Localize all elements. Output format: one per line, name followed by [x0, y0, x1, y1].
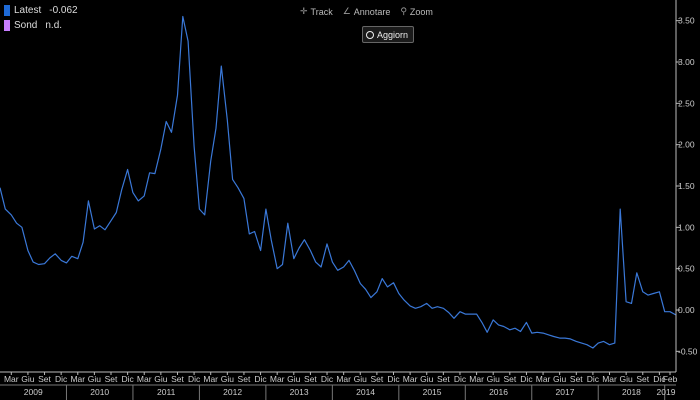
y-tick-label: -0.50 [678, 346, 698, 356]
x-year-label: 2012 [223, 387, 242, 397]
x-month-label: Mar [70, 374, 85, 384]
x-month-label: Mar [137, 374, 152, 384]
x-month-label: Set [38, 374, 51, 384]
x-month-label: Giu [487, 374, 501, 384]
x-month-label: Dic [520, 374, 533, 384]
legend-swatch-sond [4, 20, 10, 31]
x-month-label: Giu [154, 374, 168, 384]
pencil-icon: ∠ [342, 6, 351, 16]
x-month-label: Giu [287, 374, 301, 384]
x-month-label: Set [304, 374, 317, 384]
x-month-label: Dic [121, 374, 134, 384]
magnifier-icon: ⚲ [400, 6, 407, 16]
x-year-label: 2017 [556, 387, 575, 397]
x-month-label: Set [437, 374, 450, 384]
x-year-label: 2010 [90, 387, 109, 397]
x-axis: Mar Giu Set Dic Mar Giu Set Dic Mar Giu Set Dic Mar G… [0, 371, 678, 400]
update-button[interactable]: Aggiorn [362, 26, 415, 43]
x-month-label: Set [238, 374, 251, 384]
x-month-label: Mar [336, 374, 351, 384]
zoom-button[interactable]: ⚲ Zoom [400, 6, 433, 17]
track-button[interactable]: ✛ Track [300, 6, 333, 17]
chart-toolbar: ✛ Track ∠ Annotare ⚲ Zoom [300, 6, 433, 17]
x-month-label: Mar [403, 374, 418, 384]
x-year-label: 2015 [423, 387, 442, 397]
x-month-label: Set [636, 374, 649, 384]
x-year-label: 2014 [356, 387, 375, 397]
y-tick-label: 1.50 [678, 181, 695, 191]
legend-value-sond: n.d. [45, 20, 63, 31]
x-month-label: Set [570, 374, 583, 384]
y-tick-label: 2.00 [678, 140, 695, 150]
x-month-label: Feb [663, 374, 678, 384]
legend-label-latest: Latest [14, 5, 42, 16]
plot-area [0, 15, 677, 349]
legend-swatch-latest [4, 5, 10, 16]
y-tick-label: 1.00 [678, 222, 695, 232]
track-label: Track [310, 6, 333, 17]
x-month-label: Dic [55, 374, 68, 384]
x-month-label: Giu [620, 374, 634, 384]
y-tick-label: 2.50 [678, 98, 695, 108]
x-year-label: 2011 [157, 387, 176, 397]
x-month-label: Giu [354, 374, 368, 384]
x-month-label: Set [503, 374, 516, 384]
x-month-label: Mar [469, 374, 484, 384]
x-month-label: Mar [270, 374, 285, 384]
x-month-label: Dic [188, 374, 201, 384]
x-month-label: Set [371, 374, 384, 384]
refresh-circle-icon [366, 30, 374, 39]
legend-value-latest: -0.062 [49, 5, 78, 16]
x-month-label: Mar [4, 374, 19, 384]
x-year-label: 2019 [657, 387, 676, 397]
x-month-label: Set [171, 374, 184, 384]
x-year-label: 2018 [622, 387, 641, 397]
x-month-label: Mar [602, 374, 617, 384]
legend-item-latest[interactable]: Latest -0.062 [4, 3, 78, 18]
x-month-label: Dic [587, 374, 600, 384]
zoom-label: Zoom [409, 6, 433, 17]
y-axis: 3.50 3.00 2.50 2.00 1.50 1.00 0.50 0.00 -0.50 [675, 0, 698, 372]
y-tick-label: 0.00 [678, 305, 695, 315]
x-month-label: Dic [653, 374, 666, 384]
x-month-label: Dic [254, 374, 267, 384]
x-year-label: 2016 [489, 387, 508, 397]
annotate-label: Annotare [353, 6, 391, 17]
crosshair-icon: ✛ [300, 6, 308, 16]
x-month-label: Giu [88, 374, 102, 384]
y-tick-label: 3.00 [678, 57, 695, 67]
x-month-label: Dic [454, 374, 467, 384]
x-month-label: Giu [553, 374, 567, 384]
x-month-label: Set [105, 374, 118, 384]
legend: Latest -0.062 Sond n.d. [4, 3, 78, 33]
legend-label-sond: Sond [14, 20, 38, 31]
x-year-label: 2013 [290, 387, 309, 397]
x-month-label: Dic [321, 374, 334, 384]
annotate-button[interactable]: ∠ Annotare [343, 6, 391, 17]
x-year-label: 2009 [24, 387, 43, 397]
x-month-label: Giu [21, 374, 35, 384]
x-month-label: Mar [536, 374, 551, 384]
x-month-label: Giu [221, 374, 235, 384]
series-line-0 [0, 15, 677, 349]
x-month-label: Giu [420, 374, 434, 384]
update-label: Aggiorn [377, 29, 409, 40]
legend-item-sond[interactable]: Sond n.d. [4, 18, 78, 33]
y-tick-label: 0.50 [678, 264, 695, 274]
x-month-label: Dic [387, 374, 400, 384]
x-month-label: Mar [203, 374, 218, 384]
y-tick-label: 3.50 [678, 16, 695, 26]
